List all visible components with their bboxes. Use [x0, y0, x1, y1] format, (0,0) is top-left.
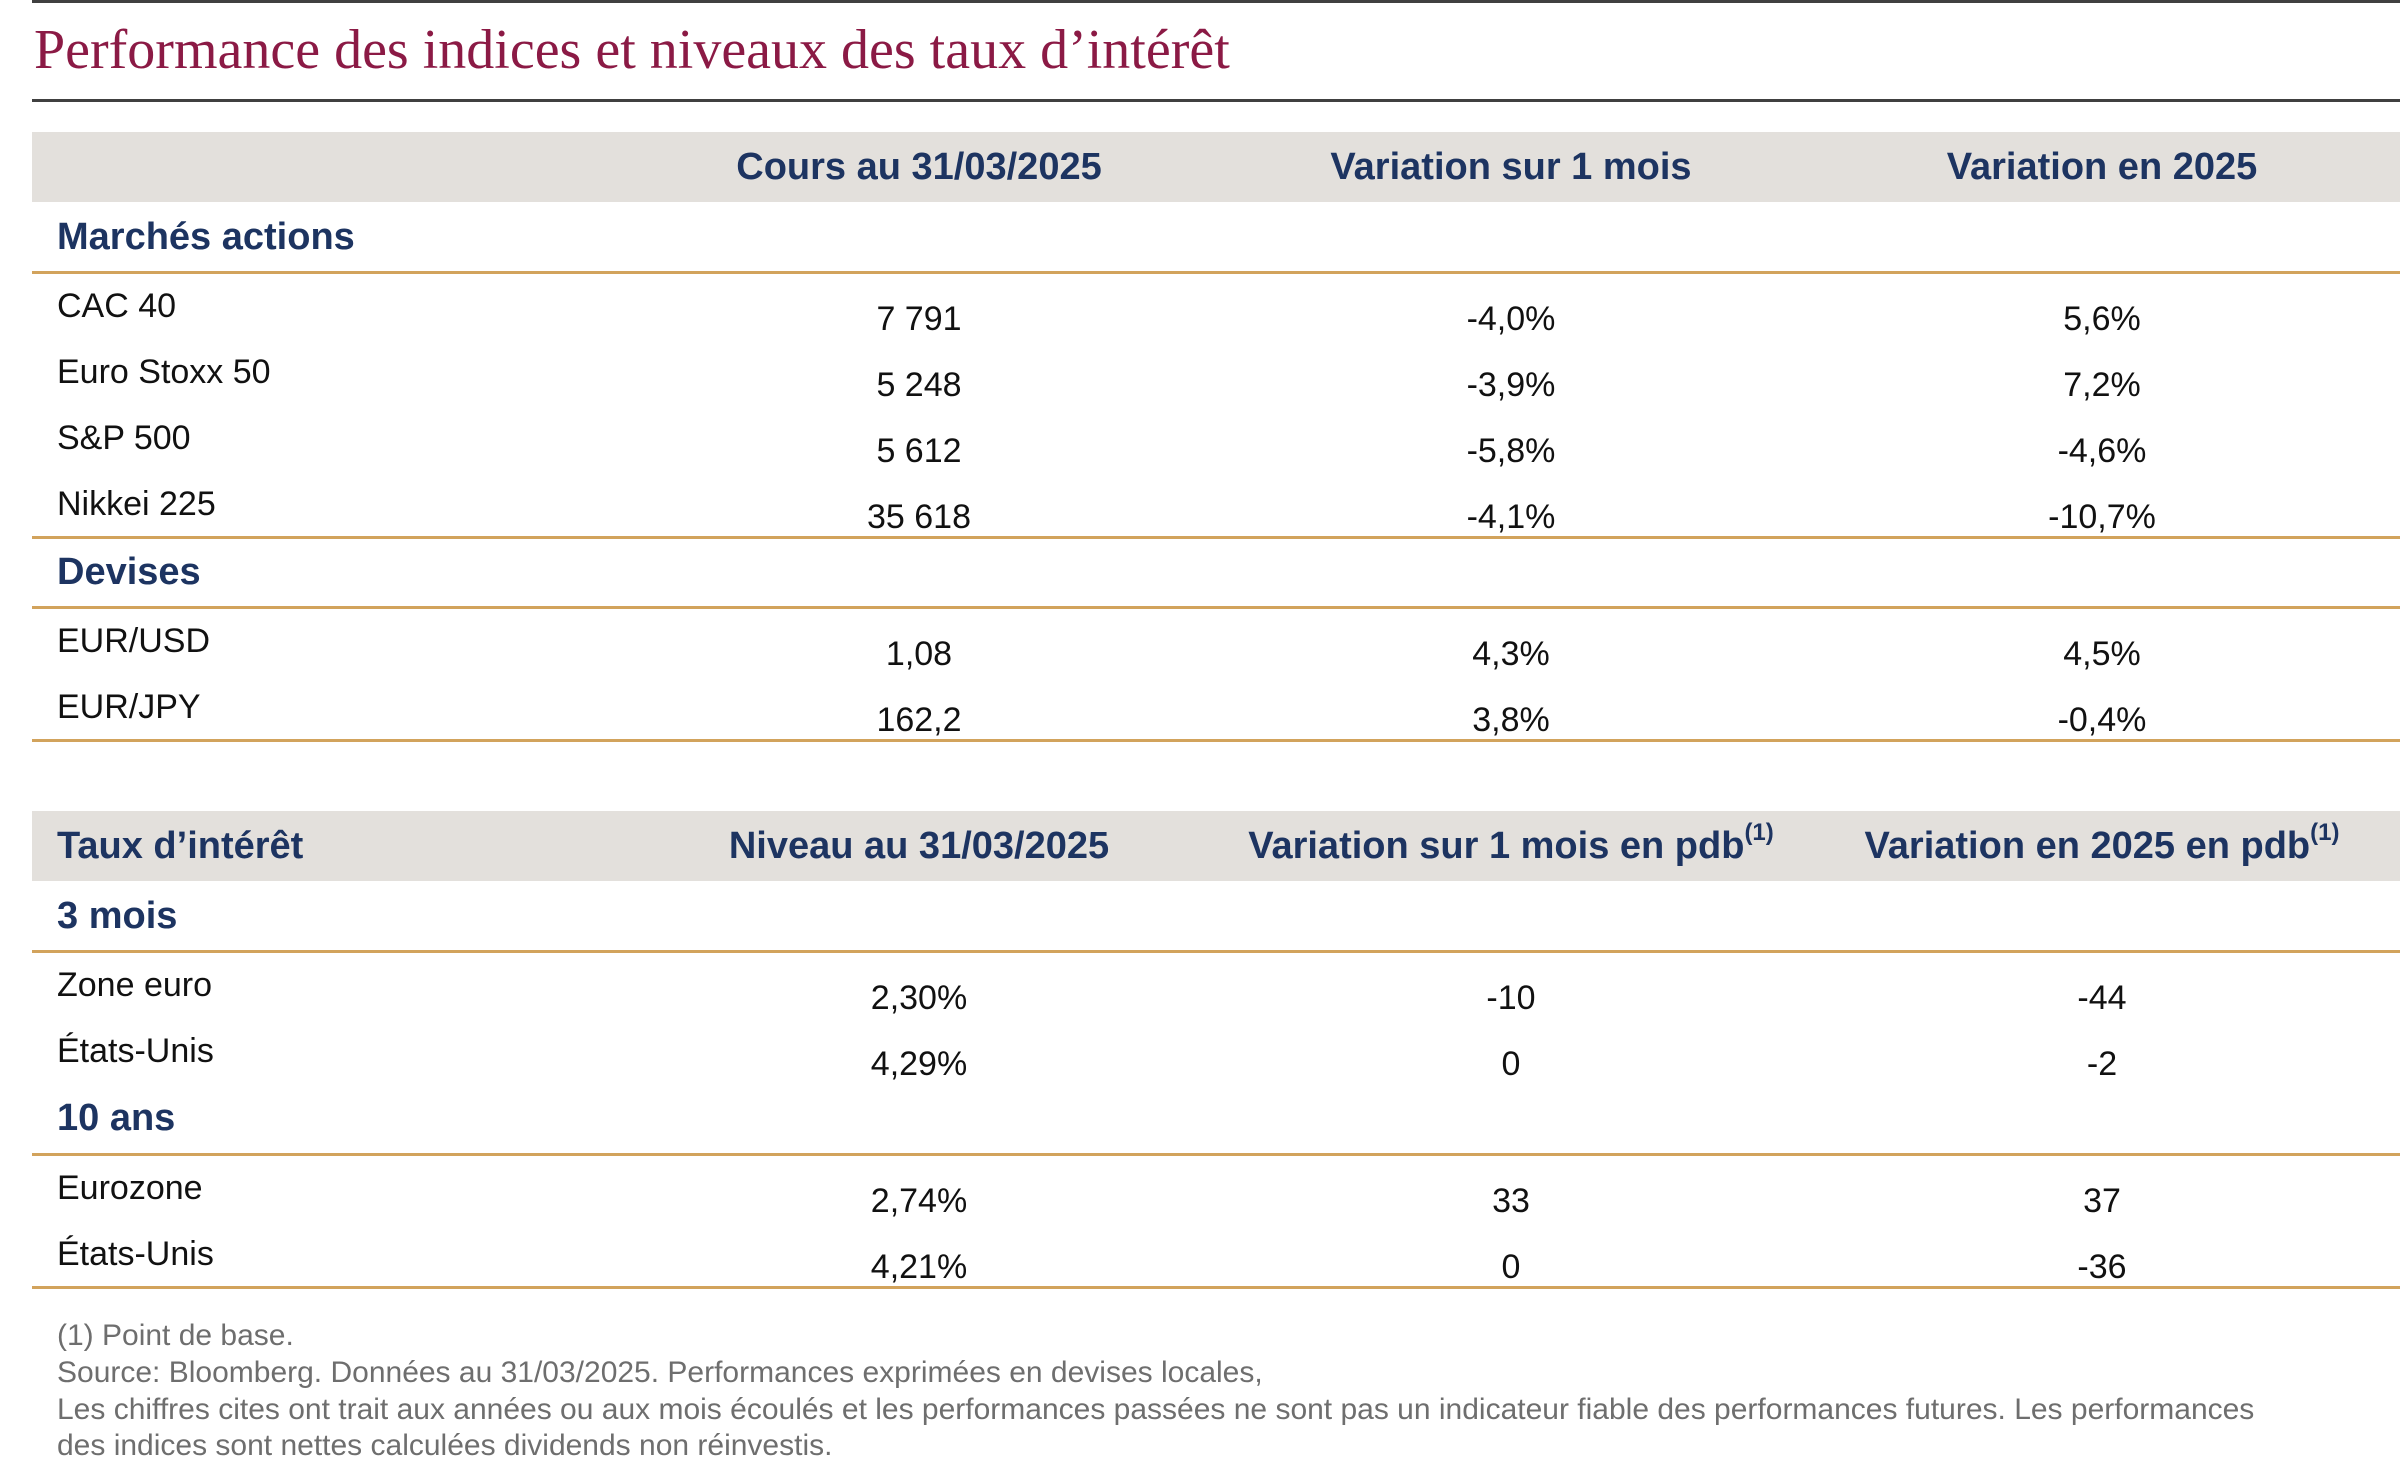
cell-value: 4,29%	[870, 1045, 968, 1083]
cell-value: 7 791	[876, 300, 962, 338]
row-label: EUR/USD	[57, 622, 211, 660]
cell-value: 4,3%	[1472, 635, 1550, 673]
row-label: États-Unis	[57, 1032, 214, 1070]
table1-header-price: Cours au 31/03/2025	[736, 146, 1102, 188]
row-label: EUR/JPY	[57, 688, 201, 726]
footnote: (1) Point de base.	[57, 1319, 294, 1352]
cell-value: -2	[2086, 1045, 2118, 1083]
cell-value: -3,9%	[1466, 366, 1556, 404]
table1-header-month: Variation sur 1 mois	[1330, 146, 1692, 188]
table2-header-month-label: Variation sur 1 mois en pdb	[1248, 825, 1745, 867]
section-rule	[32, 271, 2400, 274]
cell-value: -4,1%	[1466, 498, 1556, 536]
cell-value: 5 248	[876, 366, 962, 404]
cell-value: -5,8%	[1466, 432, 1556, 470]
page-title: Performance des indices et niveaux des t…	[34, 19, 1230, 81]
row-label: Euro Stoxx 50	[57, 353, 271, 391]
cell-value: 33	[1492, 1182, 1530, 1220]
table2-header-year: Variation en 2025 en pdb(1)	[1802, 811, 2400, 881]
section-currencies: Devises	[57, 551, 201, 593]
table2-header: Taux d’intérêt Niveau au 31/03/2025 Vari…	[32, 811, 2400, 881]
row-label: États-Unis	[57, 1235, 214, 1273]
footnote-mark: (1)	[2310, 819, 2340, 847]
row-label: S&P 500	[57, 419, 191, 457]
cell-value: 5 612	[876, 432, 962, 470]
cell-value: 7,2%	[2063, 366, 2141, 404]
cell-value: -4,6%	[2057, 432, 2147, 470]
cell-value: 4,21%	[870, 1248, 968, 1286]
cell-value: -10	[1486, 979, 1536, 1017]
row-label: Zone euro	[57, 966, 212, 1004]
cell-value: 37	[2083, 1182, 2121, 1220]
row-label: CAC 40	[57, 287, 177, 325]
disclaimer-line-1: Les chiffres cites ont trait aux années …	[57, 1393, 2255, 1426]
section-rule	[32, 536, 2400, 539]
cell-value: 1,08	[885, 635, 953, 673]
section-rule	[32, 1286, 2400, 1289]
cell-value: 0	[1501, 1045, 1521, 1083]
title-rule	[32, 99, 2400, 102]
cell-value: -44	[2077, 979, 2127, 1017]
disclaimer-line-2: des indices sont nettes calculées divide…	[57, 1429, 833, 1462]
cell-value: -4,0%	[1466, 300, 1556, 338]
section-equity-markets: Marchés actions	[57, 216, 355, 258]
cell-value: 2,30%	[870, 979, 968, 1017]
top-rule	[32, 0, 2400, 3]
cell-value: 35 618	[867, 498, 971, 536]
row-label: Nikkei 225	[57, 485, 216, 523]
footnote-mark: (1)	[1744, 819, 1774, 847]
table2-header-rates: Taux d’intérêt	[57, 825, 304, 867]
section-10-years: 10 ans	[57, 1097, 176, 1139]
cell-value: -36	[2077, 1248, 2127, 1286]
section-3-months: 3 mois	[57, 895, 178, 937]
section-rule	[32, 606, 2400, 609]
cell-value: 3,8%	[1472, 701, 1550, 739]
table1-header-year: Variation en 2025	[1946, 146, 2258, 188]
table2-header-year-label: Variation en 2025 en pdb	[1864, 825, 2311, 867]
cell-value: 162,2	[876, 701, 962, 739]
cell-value: 2,74%	[870, 1182, 968, 1220]
table2-header-month: Variation sur 1 mois en pdb(1)	[1211, 811, 1811, 881]
row-label: Eurozone	[57, 1169, 203, 1207]
cell-value: -10,7%	[2048, 498, 2156, 536]
cell-value: 0	[1501, 1248, 1521, 1286]
section-rule	[32, 950, 2400, 953]
cell-value: 4,5%	[2063, 635, 2141, 673]
cell-value: -0,4%	[2057, 701, 2147, 739]
section-rule	[32, 1153, 2400, 1156]
source-note: Source: Bloomberg. Données au 31/03/2025…	[57, 1356, 1263, 1389]
table2-header-level: Niveau au 31/03/2025	[728, 825, 1110, 867]
cell-value: 5,6%	[2063, 300, 2141, 338]
section-rule	[32, 739, 2400, 742]
table1-header: Cours au 31/03/2025 Variation sur 1 mois…	[32, 132, 2400, 202]
